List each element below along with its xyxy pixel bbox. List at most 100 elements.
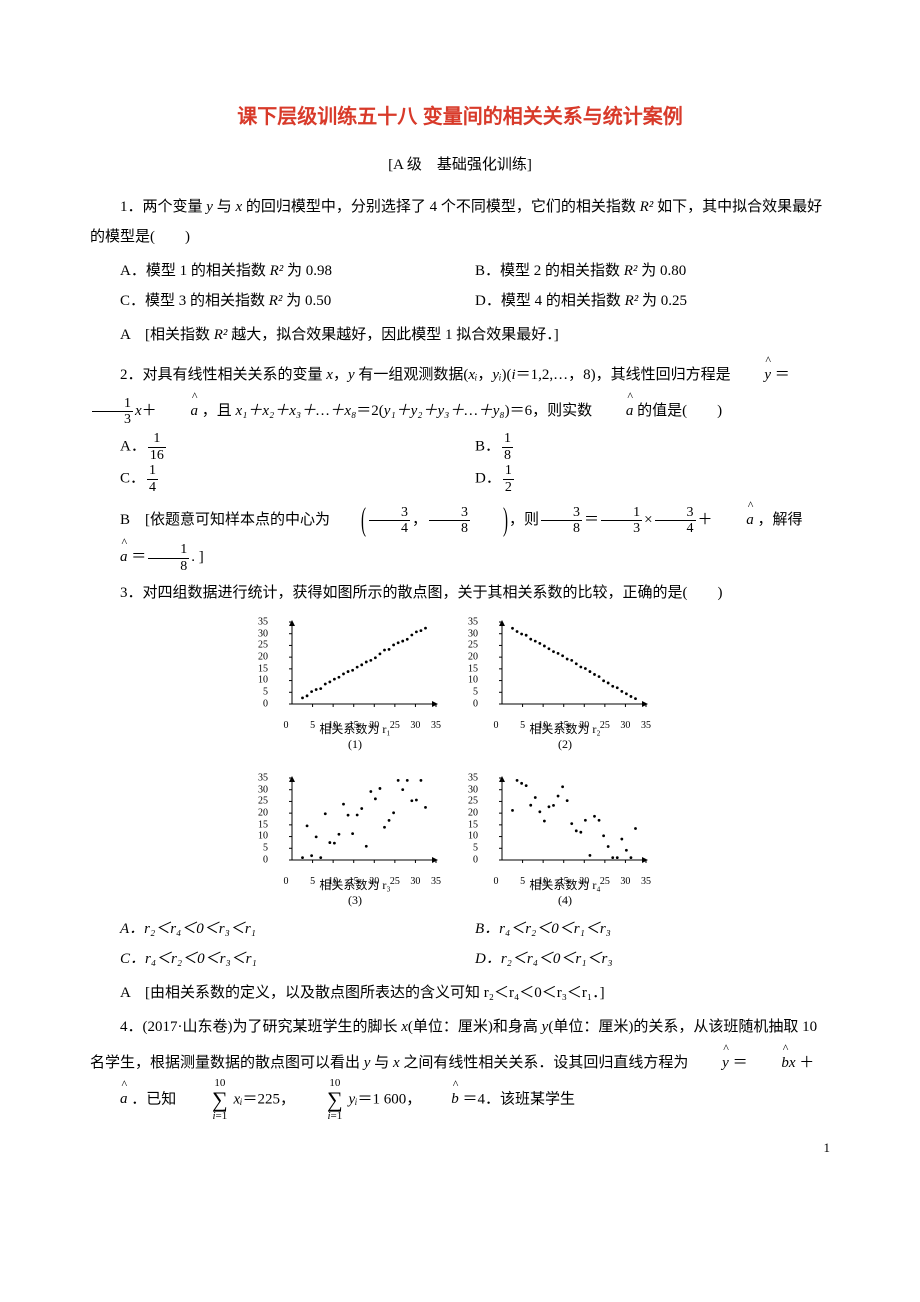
origin-label: 0 (494, 876, 499, 887)
q3-optC: C．r₄＜r₂＜0＜r₃＜r₁ (120, 944, 475, 974)
ytick: 35 (468, 616, 478, 627)
var-x: x (401, 1019, 408, 1035)
text: ＝ (729, 1055, 752, 1071)
var-bhat: b (421, 1078, 459, 1114)
var-y: y (206, 199, 213, 215)
text: 为 0.50 (282, 293, 331, 309)
text: ．已知 (128, 1091, 181, 1107)
q2-options: A．116 B．18 C．14 D．12 (90, 431, 830, 495)
ytick: 30 (468, 784, 478, 795)
scatter-1: 3530252015105051015202530350 相关系数为 r₁ (1… (270, 618, 440, 752)
xtick: 10 (538, 876, 548, 887)
xsum: x₁＋x₂＋x₃＋…＋x₈ (235, 403, 356, 419)
ytick: 25 (258, 796, 268, 807)
ytick: 25 (258, 640, 268, 651)
q2-optD: D．12 (475, 463, 830, 495)
ytick: 10 (258, 831, 268, 842)
var-R2: R² (625, 293, 639, 309)
frac-3-4: 34 (655, 505, 696, 537)
ytick: 5 (473, 843, 478, 854)
sum-yi: 10∑i=1 (297, 1078, 343, 1122)
scatter-grid: 3530252015105051015202530350 相关系数为 r₁ (1… (90, 618, 830, 908)
text: ＝ (584, 512, 599, 528)
text: ＝ (128, 549, 147, 565)
text: ＋ (698, 512, 717, 528)
ytick: 25 (468, 640, 478, 651)
xtick: 15 (349, 720, 359, 731)
text: 有一组观测数据( (355, 367, 469, 383)
xtick: 20 (369, 876, 379, 887)
q1-answer: A [相关指数 R² 越大，拟合效果越好，因此模型 1 拟合效果最好．] (90, 320, 830, 350)
ytick: 35 (468, 772, 478, 783)
frac-1-16: 116 (148, 431, 166, 463)
ytick: 10 (468, 831, 478, 842)
text: 为 0.98 (283, 263, 332, 279)
ytick: 30 (258, 784, 268, 795)
xtick: 30 (620, 876, 630, 887)
xtick: 10 (328, 720, 338, 731)
text: C．模型 3 的相关指数 (120, 293, 269, 309)
ytick: 15 (258, 819, 268, 830)
ytick: 20 (468, 652, 478, 663)
text: ，且 (198, 403, 236, 419)
var-yhat: y (692, 1042, 729, 1078)
q1-optA: A．模型 1 的相关指数 R² 为 0.98 (120, 256, 475, 286)
q4-stem: 4．(2017·山东卷)为了研究某班学生的脚长 x(单位：厘米)和身高 y(单位… (90, 1012, 830, 1122)
text: 越大，拟合效果越好，因此模型 1 拟合效果最好．] (227, 327, 558, 343)
text: ＝1 600， (357, 1091, 421, 1107)
text: ，则 (509, 512, 539, 528)
ytick: 30 (258, 628, 268, 639)
xtick: 30 (410, 720, 420, 731)
var-ahat: a (90, 536, 128, 572)
text: (单位：厘米)和身高 (408, 1019, 542, 1035)
xtick: 5 (520, 876, 525, 887)
ytick: 0 (473, 698, 478, 709)
xtick: 25 (600, 720, 610, 731)
text: B． (475, 439, 500, 455)
ytick: 35 (258, 616, 268, 627)
sum-xi: 10∑i=1 (182, 1078, 228, 1122)
var-yhat: y (734, 354, 771, 390)
scatter-plot: 3530252015105051015202530350 (480, 618, 650, 718)
ytick: 5 (263, 843, 268, 854)
text: 与 (213, 199, 236, 215)
xtick: 5 (520, 720, 525, 731)
scatter-sub: (1) (348, 737, 362, 752)
xtick: 25 (390, 876, 400, 887)
scatter-sub: (3) (348, 893, 362, 908)
lparen: ( (331, 488, 366, 554)
text: ， (477, 367, 492, 383)
text: ＝1,2,…，8)，其线性回归方程是 (516, 367, 735, 383)
ytick: 10 (258, 675, 268, 686)
text: B．模型 2 的相关指数 (475, 263, 624, 279)
scatter-sub: (4) (558, 893, 572, 908)
text: 2．对具有线性相关关系的变量 (120, 367, 326, 383)
xtick: 15 (559, 720, 569, 731)
ytick: 30 (468, 628, 478, 639)
text: ＝ (771, 367, 790, 383)
ytick: 35 (258, 772, 268, 783)
q1-options: A．模型 1 的相关指数 R² 为 0.98 B．模型 2 的相关指数 R² 为… (90, 256, 830, 316)
ytick: 5 (473, 687, 478, 698)
text: 为 0.25 (638, 293, 687, 309)
q2-stem: 2．对具有线性相关关系的变量 x，y 有一组观测数据(xᵢ，yᵢ)(i＝1,2,… (90, 354, 830, 427)
ytick: 0 (263, 854, 268, 865)
text: ＝225， (242, 1091, 295, 1107)
origin-label: 0 (494, 720, 499, 731)
var-R2: R² (214, 327, 228, 343)
ytick: 0 (263, 698, 268, 709)
text: ＋ (142, 403, 161, 419)
text: )( (501, 367, 511, 383)
q1-optB: B．模型 2 的相关指数 R² 为 0.80 (475, 256, 830, 286)
var-bhat: b (751, 1042, 789, 1078)
var-ahat: a (90, 1078, 128, 1114)
q1-stem: 1．两个变量 y 与 x 的回归模型中，分别选择了 4 个不同模型，它们的相关指… (90, 192, 830, 252)
text: )＝6，则实数 (505, 403, 596, 419)
xtick: 10 (328, 876, 338, 887)
frac-1-8: 18 (502, 431, 513, 463)
xtick: 35 (641, 720, 651, 731)
ytick: 20 (258, 808, 268, 819)
frac-1-3: 13 (601, 505, 642, 537)
scatter-4: 3530252015105051015202530350 相关系数为 r₄ (4… (480, 774, 650, 908)
text: ＝4．该班某学生 (459, 1091, 575, 1107)
